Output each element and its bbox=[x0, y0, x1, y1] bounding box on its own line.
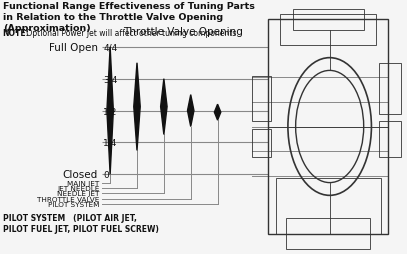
Bar bbox=[252, 130, 271, 157]
Text: 1/2: 1/2 bbox=[103, 107, 118, 116]
Text: Throttle Valve Opening: Throttle Valve Opening bbox=[123, 27, 243, 37]
Text: Functional Range Effectiveness of Tuning Parts
in Relation to the Throttle Valve: Functional Range Effectiveness of Tuning… bbox=[3, 2, 254, 33]
Bar bbox=[287, 218, 370, 249]
Bar bbox=[293, 10, 364, 30]
Text: NOTE:: NOTE: bbox=[3, 29, 29, 38]
Text: PILOT SYSTEM   (PILOT AIR JET,
PILOT FUEL JET, PILOT FUEL SCREW): PILOT SYSTEM (PILOT AIR JET, PILOT FUEL … bbox=[3, 213, 159, 233]
Bar bbox=[280, 15, 376, 46]
Text: 1/4: 1/4 bbox=[103, 138, 118, 147]
Text: 0: 0 bbox=[103, 170, 109, 179]
Polygon shape bbox=[214, 105, 221, 121]
Polygon shape bbox=[134, 64, 140, 151]
Polygon shape bbox=[161, 79, 167, 135]
Text: Closed: Closed bbox=[63, 170, 98, 180]
Bar bbox=[268, 20, 388, 234]
Text: 4/4: 4/4 bbox=[103, 43, 118, 52]
Bar bbox=[379, 64, 401, 114]
Text: Optional Power Jet will affect other tuning components.: Optional Power Jet will affect other tun… bbox=[24, 29, 239, 38]
Text: Full Open: Full Open bbox=[49, 43, 98, 53]
Text: THROTTLE VALVE: THROTTLE VALVE bbox=[37, 196, 99, 202]
Text: NEEDLE JET: NEEDLE JET bbox=[57, 191, 99, 197]
Text: 3/4: 3/4 bbox=[103, 75, 118, 84]
Polygon shape bbox=[107, 47, 114, 175]
Text: PILOT SYSTEM: PILOT SYSTEM bbox=[48, 201, 99, 207]
Text: MAIN JET: MAIN JET bbox=[67, 181, 99, 186]
Polygon shape bbox=[188, 95, 194, 127]
Text: JET NEEDLE: JET NEEDLE bbox=[57, 186, 99, 192]
Bar bbox=[276, 178, 381, 234]
Bar bbox=[379, 122, 401, 157]
Bar bbox=[252, 76, 271, 122]
